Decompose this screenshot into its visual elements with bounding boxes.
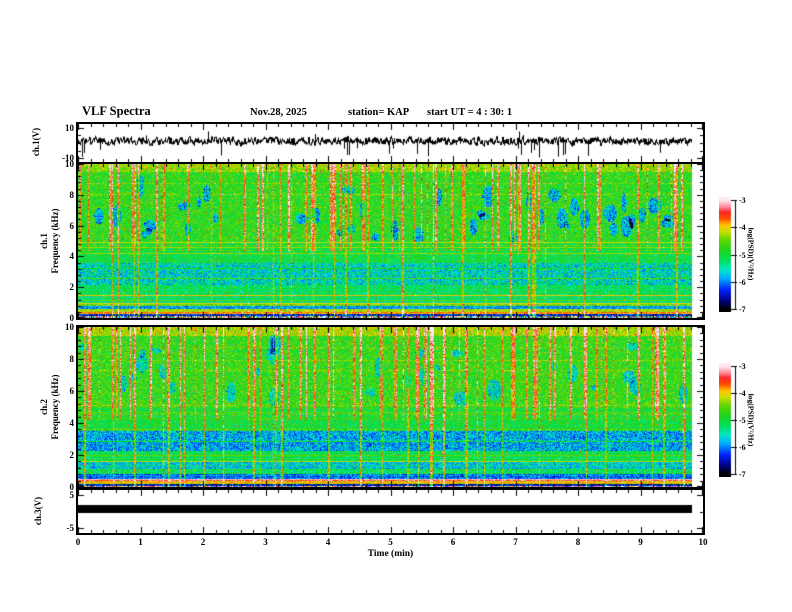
ch1-wave-y-tick-label: -10 [62,153,74,164]
ch1-spectrogram-panel [76,162,705,320]
ch3-output-canvas [78,490,703,533]
ch1-spectrogram-canvas [78,164,703,318]
x-tick-label: 7 [513,537,518,547]
ch1-wave-y-tick-label: 10 [65,122,74,133]
time-axis-label: Time (min) [367,549,414,559]
ch2-colorbar-tick-label: -3 [739,362,746,371]
ch2-frequency-axis-label: Frequency (kHz) [50,374,60,440]
ch2-spec-y-tick-label: 2 [69,450,75,460]
ch1-waveform-panel [76,122,705,164]
start-ut-label: start UT = 4 : 30: 1 [427,107,513,118]
station-label: station= KAP [348,107,410,118]
ch2-colorbar-tick-label: -6 [739,443,746,452]
ch2-spec-y-tick-label: 6 [69,386,75,396]
ch1-colorbar-tick-label: -4 [739,223,746,233]
plot-title: VLF Spectra [82,104,151,118]
ch2-spectrogram-canvas [78,327,703,487]
ch1-channel-label: ch.1 [39,233,49,249]
ch2-spectrogram-panel [76,325,705,489]
x-tick-label: 9 [638,537,643,547]
ch2-colorbar-tick-label: -4 [739,389,746,398]
ch1-spec-y-tick-label: 4 [69,251,75,262]
ch1-colorbar [719,197,741,312]
x-tick-label: 2 [200,537,206,547]
x-tick-label: 4 [325,537,331,547]
ch1-spec-y-tick-label: 6 [69,220,75,231]
x-tick-label: 8 [575,537,581,547]
ch1-spec-y-tick-label: 10 [65,159,74,169]
plot-date: Nov.28, 2025 [250,107,307,118]
ch3-voltage-axis-label: ch.3(V) [33,496,43,526]
x-tick-label: 0 [75,537,81,547]
ch1-spec-y-tick-label: 8 [69,189,75,200]
ch2-spec-y-tick-label: 0 [69,482,75,492]
x-tick-label: 3 [263,537,268,547]
ch2-spec-y-tick-label: 10 [65,322,74,332]
ch1-spec-y-tick-label: 0 [69,313,75,323]
ch1-colorbar-label: log(PSD)(V²/Hz) [746,227,756,281]
ch2-colorbar-tick-label: -7 [739,470,746,479]
x-tick-label: 1 [138,537,143,547]
x-tick-label: 10 [698,537,708,547]
ch2-channel-label: ch.2 [39,399,49,415]
ch3-y-tick-label: 5 [69,490,75,501]
ch1-spec-y-tick-label: 2 [69,282,75,293]
ch2-spec-y-tick-label: 8 [69,354,75,364]
ch1-colorbar-tick-label: -5 [739,250,746,260]
ch1-frequency-axis-label: Frequency (kHz) [50,208,60,274]
ch1-colorbar-tick-label: -6 [739,277,746,287]
ch1-colorbar-tick-label: -7 [739,305,746,314]
ch2-colorbar-tick-label: -5 [739,416,746,425]
x-tick-label: 6 [450,537,456,547]
ch1-waveform-canvas [78,124,703,162]
ch2-colorbar-label: log(PSD)(V²/Hz) [746,393,756,447]
ch3-y-tick-label: -5 [66,522,75,533]
x-tick-label: 5 [388,537,393,547]
ch2-spec-y-tick-label: 4 [69,418,75,428]
ch3-output-panel [76,488,705,535]
ch2-colorbar [719,363,741,477]
ch1-colorbar-tick-label: -3 [739,196,746,205]
